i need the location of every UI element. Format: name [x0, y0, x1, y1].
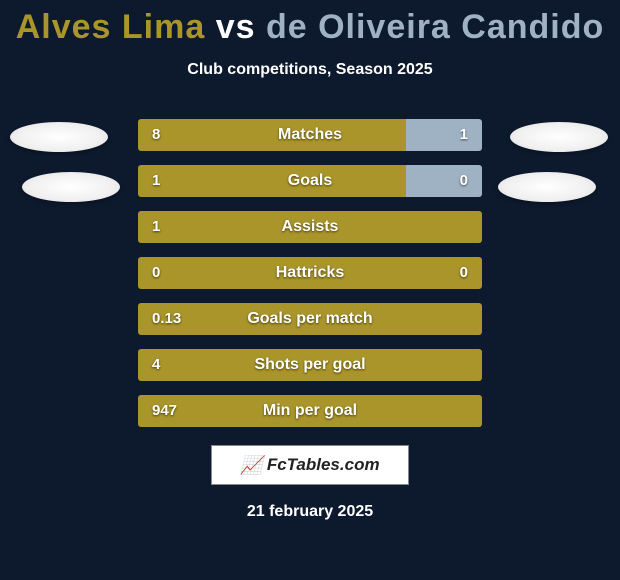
- stat-row: 10Goals: [138, 165, 482, 197]
- stat-row: 947Min per goal: [138, 395, 482, 427]
- comparison-chart: 81Matches 10Goals 1Assists 00Hattricks 0.13G…: [0, 119, 620, 427]
- stat-row: 0.13Goals per match: [138, 303, 482, 335]
- chart-icon: 📈: [240, 455, 262, 476]
- stat-bar-right: [406, 165, 482, 197]
- stat-row: 81Matches: [138, 119, 482, 151]
- stat-bar-track: [138, 349, 482, 381]
- stat-row: 4Shots per goal: [138, 349, 482, 381]
- stat-row: 1Assists: [138, 211, 482, 243]
- stat-bar-track: [138, 257, 482, 289]
- stat-bar-right: [406, 119, 482, 151]
- stat-row: 00Hattricks: [138, 257, 482, 289]
- page-title: Alves Lima vs de Oliveira Candido: [0, 0, 620, 47]
- stat-bar-track: [138, 395, 482, 427]
- stat-bar-track: [138, 211, 482, 243]
- stat-bar-left: [138, 349, 482, 381]
- brand-text: FcTables.com: [267, 455, 380, 475]
- stat-bar-left: [138, 395, 482, 427]
- stat-bar-track: [138, 165, 482, 197]
- stat-bar-left: [138, 119, 406, 151]
- subtitle: Club competitions, Season 2025: [0, 61, 620, 79]
- stat-bar-track: [138, 119, 482, 151]
- stat-bar-left: [138, 211, 482, 243]
- brand-badge: 📈 FcTables.com: [211, 445, 409, 485]
- title-player-left: Alves Lima: [16, 8, 206, 46]
- stat-bar-left: [138, 165, 406, 197]
- title-player-right: de Oliveira Candido: [266, 8, 604, 46]
- stat-bar-left: [138, 303, 482, 335]
- stat-bar-track: [138, 303, 482, 335]
- title-vs: vs: [216, 8, 256, 46]
- date-label: 21 february 2025: [0, 503, 620, 521]
- stat-bar-left: [138, 257, 482, 289]
